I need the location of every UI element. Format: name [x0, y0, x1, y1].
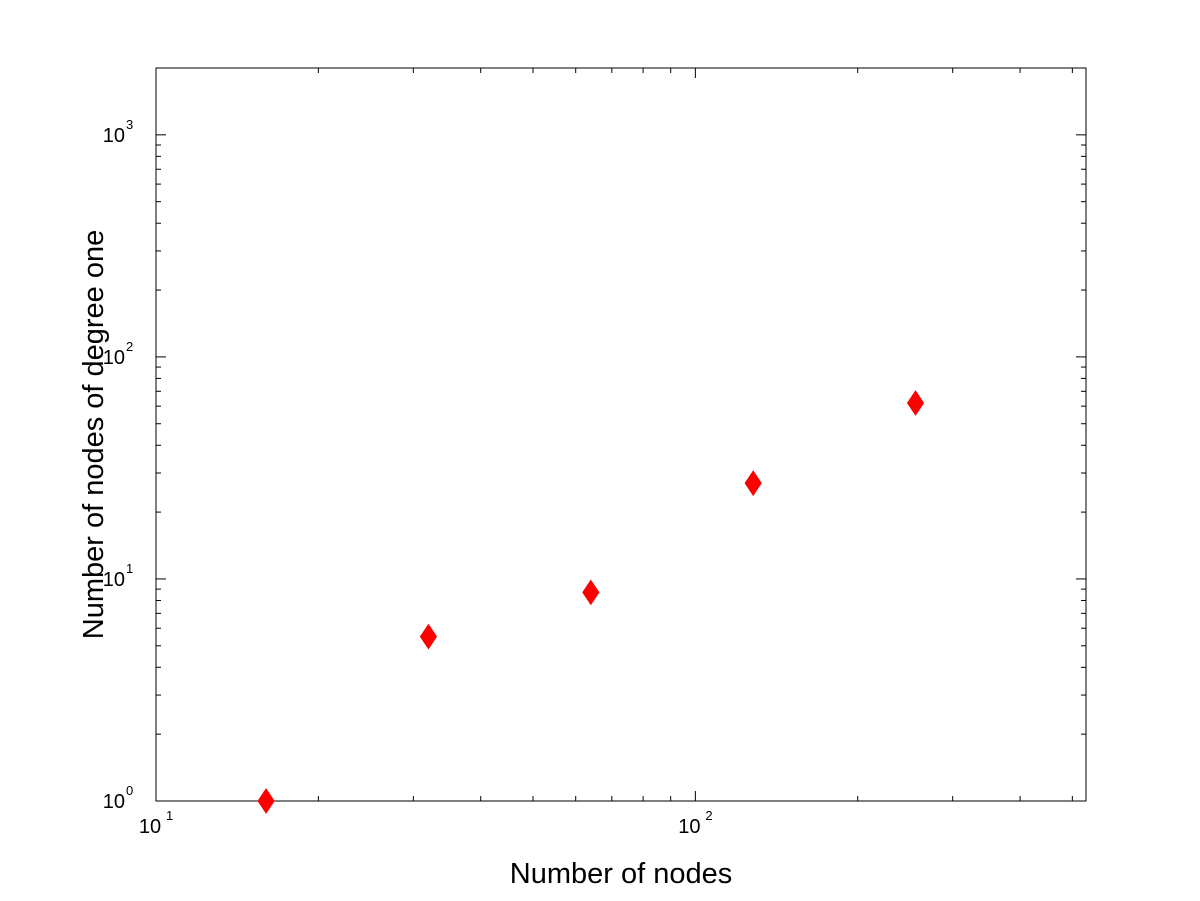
svg-text:10: 10 — [103, 347, 125, 369]
plot-frame — [155, 67, 1087, 802]
svg-text:2: 2 — [126, 339, 133, 354]
x-tick-labels: 10 1 10 2 — [139, 808, 713, 838]
svg-text:10: 10 — [103, 569, 125, 591]
svg-text:1: 1 — [126, 561, 133, 576]
x-tick-label: 10 1 — [139, 808, 173, 838]
data-point — [582, 579, 600, 606]
data-point — [419, 623, 438, 650]
x-tick-label: 10 2 — [678, 808, 712, 838]
data-point — [906, 390, 925, 416]
major-ticks — [155, 68, 1086, 802]
y-tick-label: 102 — [103, 339, 133, 369]
y-axis-label: Number of nodes of degree one — [78, 230, 110, 640]
y-tick-label: 100 — [103, 783, 133, 813]
svg-text:3: 3 — [126, 117, 133, 132]
minor-ticks — [156, 68, 1086, 801]
svg-text:10: 10 — [139, 816, 161, 838]
y-tick-label: 101 — [103, 561, 133, 591]
data-points — [257, 390, 925, 814]
svg-text:10: 10 — [103, 125, 125, 147]
svg-text:10: 10 — [103, 791, 125, 813]
y-tick-label: 103 — [103, 117, 133, 147]
svg-text:0: 0 — [126, 783, 133, 798]
data-point — [257, 788, 275, 814]
svg-text:2: 2 — [705, 808, 712, 823]
svg-text:1: 1 — [166, 808, 173, 823]
svg-text:10: 10 — [678, 816, 700, 838]
x-axis-label: Number of nodes — [510, 858, 732, 890]
data-point — [744, 470, 762, 497]
